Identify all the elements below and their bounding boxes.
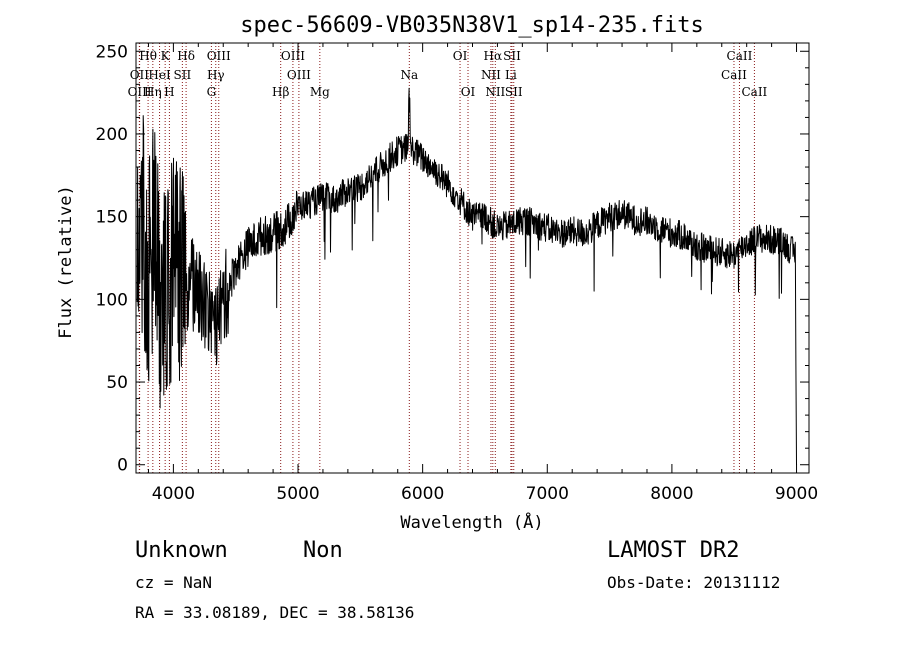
x-tick-label: 7000 — [526, 484, 569, 504]
x-tick-label: 9000 — [775, 484, 818, 504]
spectral-line-label: OIII — [287, 68, 311, 82]
class-label: Unknown — [135, 538, 228, 563]
spectral-line-label: G — [207, 85, 217, 99]
y-tick-label: 100 — [96, 290, 128, 310]
spectral-line-label: SII — [174, 68, 192, 82]
spectral-line-label: Li — [505, 68, 517, 82]
y-axis-label: Flux (relative) — [56, 185, 76, 339]
y-tick-label: 250 — [96, 42, 128, 62]
spectral-line-label: NII — [481, 68, 501, 82]
y-tick-label: 0 — [117, 456, 128, 476]
spectral-line-label: Hγ — [207, 68, 225, 82]
spectrum-line — [136, 87, 797, 465]
spectral-line-label: H — [164, 85, 174, 99]
subclass-label: Non — [303, 538, 343, 563]
survey-label: LAMOST DR2 — [607, 538, 740, 563]
spectral-line-label: OII — [130, 68, 150, 82]
y-tick-label: 150 — [96, 208, 128, 228]
spectral-line-label: CaII — [727, 49, 753, 63]
spectral-line-label: NII — [485, 85, 505, 99]
coordinates-text: RA = 33.08189, DEC = 38.58136 — [135, 603, 415, 622]
spectral-line-label: SII — [505, 85, 523, 99]
spectral-line-label: K — [161, 49, 171, 63]
spectral-line-label: OIII — [281, 49, 305, 63]
spectral-line-label: OIII — [128, 85, 152, 99]
x-tick-label: 8000 — [650, 484, 693, 504]
x-axis: 4000 5000 6000 7000 8000 9000 — [147, 43, 818, 504]
x-tick-label: 5000 — [276, 484, 319, 504]
y-axis: 0 50 100 150 200 250 — [96, 42, 809, 476]
spectral-line-label: CaII — [721, 68, 747, 82]
x-tick-label: 4000 — [152, 484, 195, 504]
spectral-line-label: CaII — [741, 85, 767, 99]
spectral-line-label: SII — [503, 49, 521, 63]
y-tick-label: 200 — [96, 125, 128, 145]
spectral-line-label: Hθ — [139, 49, 157, 63]
x-tick-label: 6000 — [401, 484, 444, 504]
spectral-line-label: HeI — [148, 68, 171, 82]
spectral-line-markers — [138, 43, 755, 473]
spectral-line-label: Hδ — [177, 49, 195, 63]
x-axis-label: Wavelength (Å) — [400, 511, 543, 533]
y-tick-label: 50 — [106, 373, 128, 393]
obs-date-text: Obs-Date: 20131112 — [607, 573, 781, 592]
chart-title: spec-56609-VB035N38V1_sp14-235.fits — [240, 13, 704, 38]
spectral-line-label: OI — [453, 49, 468, 63]
spectral-line-label: Na — [400, 68, 418, 82]
redshift-text: cz = NaN — [135, 573, 213, 592]
spectral-line-label: Mg — [310, 85, 330, 99]
spectral-line-label: OI — [461, 85, 476, 99]
spectral-line-label: Hα — [484, 49, 503, 63]
spectral-line-label: Hβ — [272, 85, 289, 99]
spectral-line-label: OIII — [207, 49, 231, 63]
spectral-line-label: Hη — [144, 85, 162, 99]
spectrum-chart: spec-56609-VB035N38V1_sp14-235.fits Hθ K H… — [56, 13, 818, 533]
